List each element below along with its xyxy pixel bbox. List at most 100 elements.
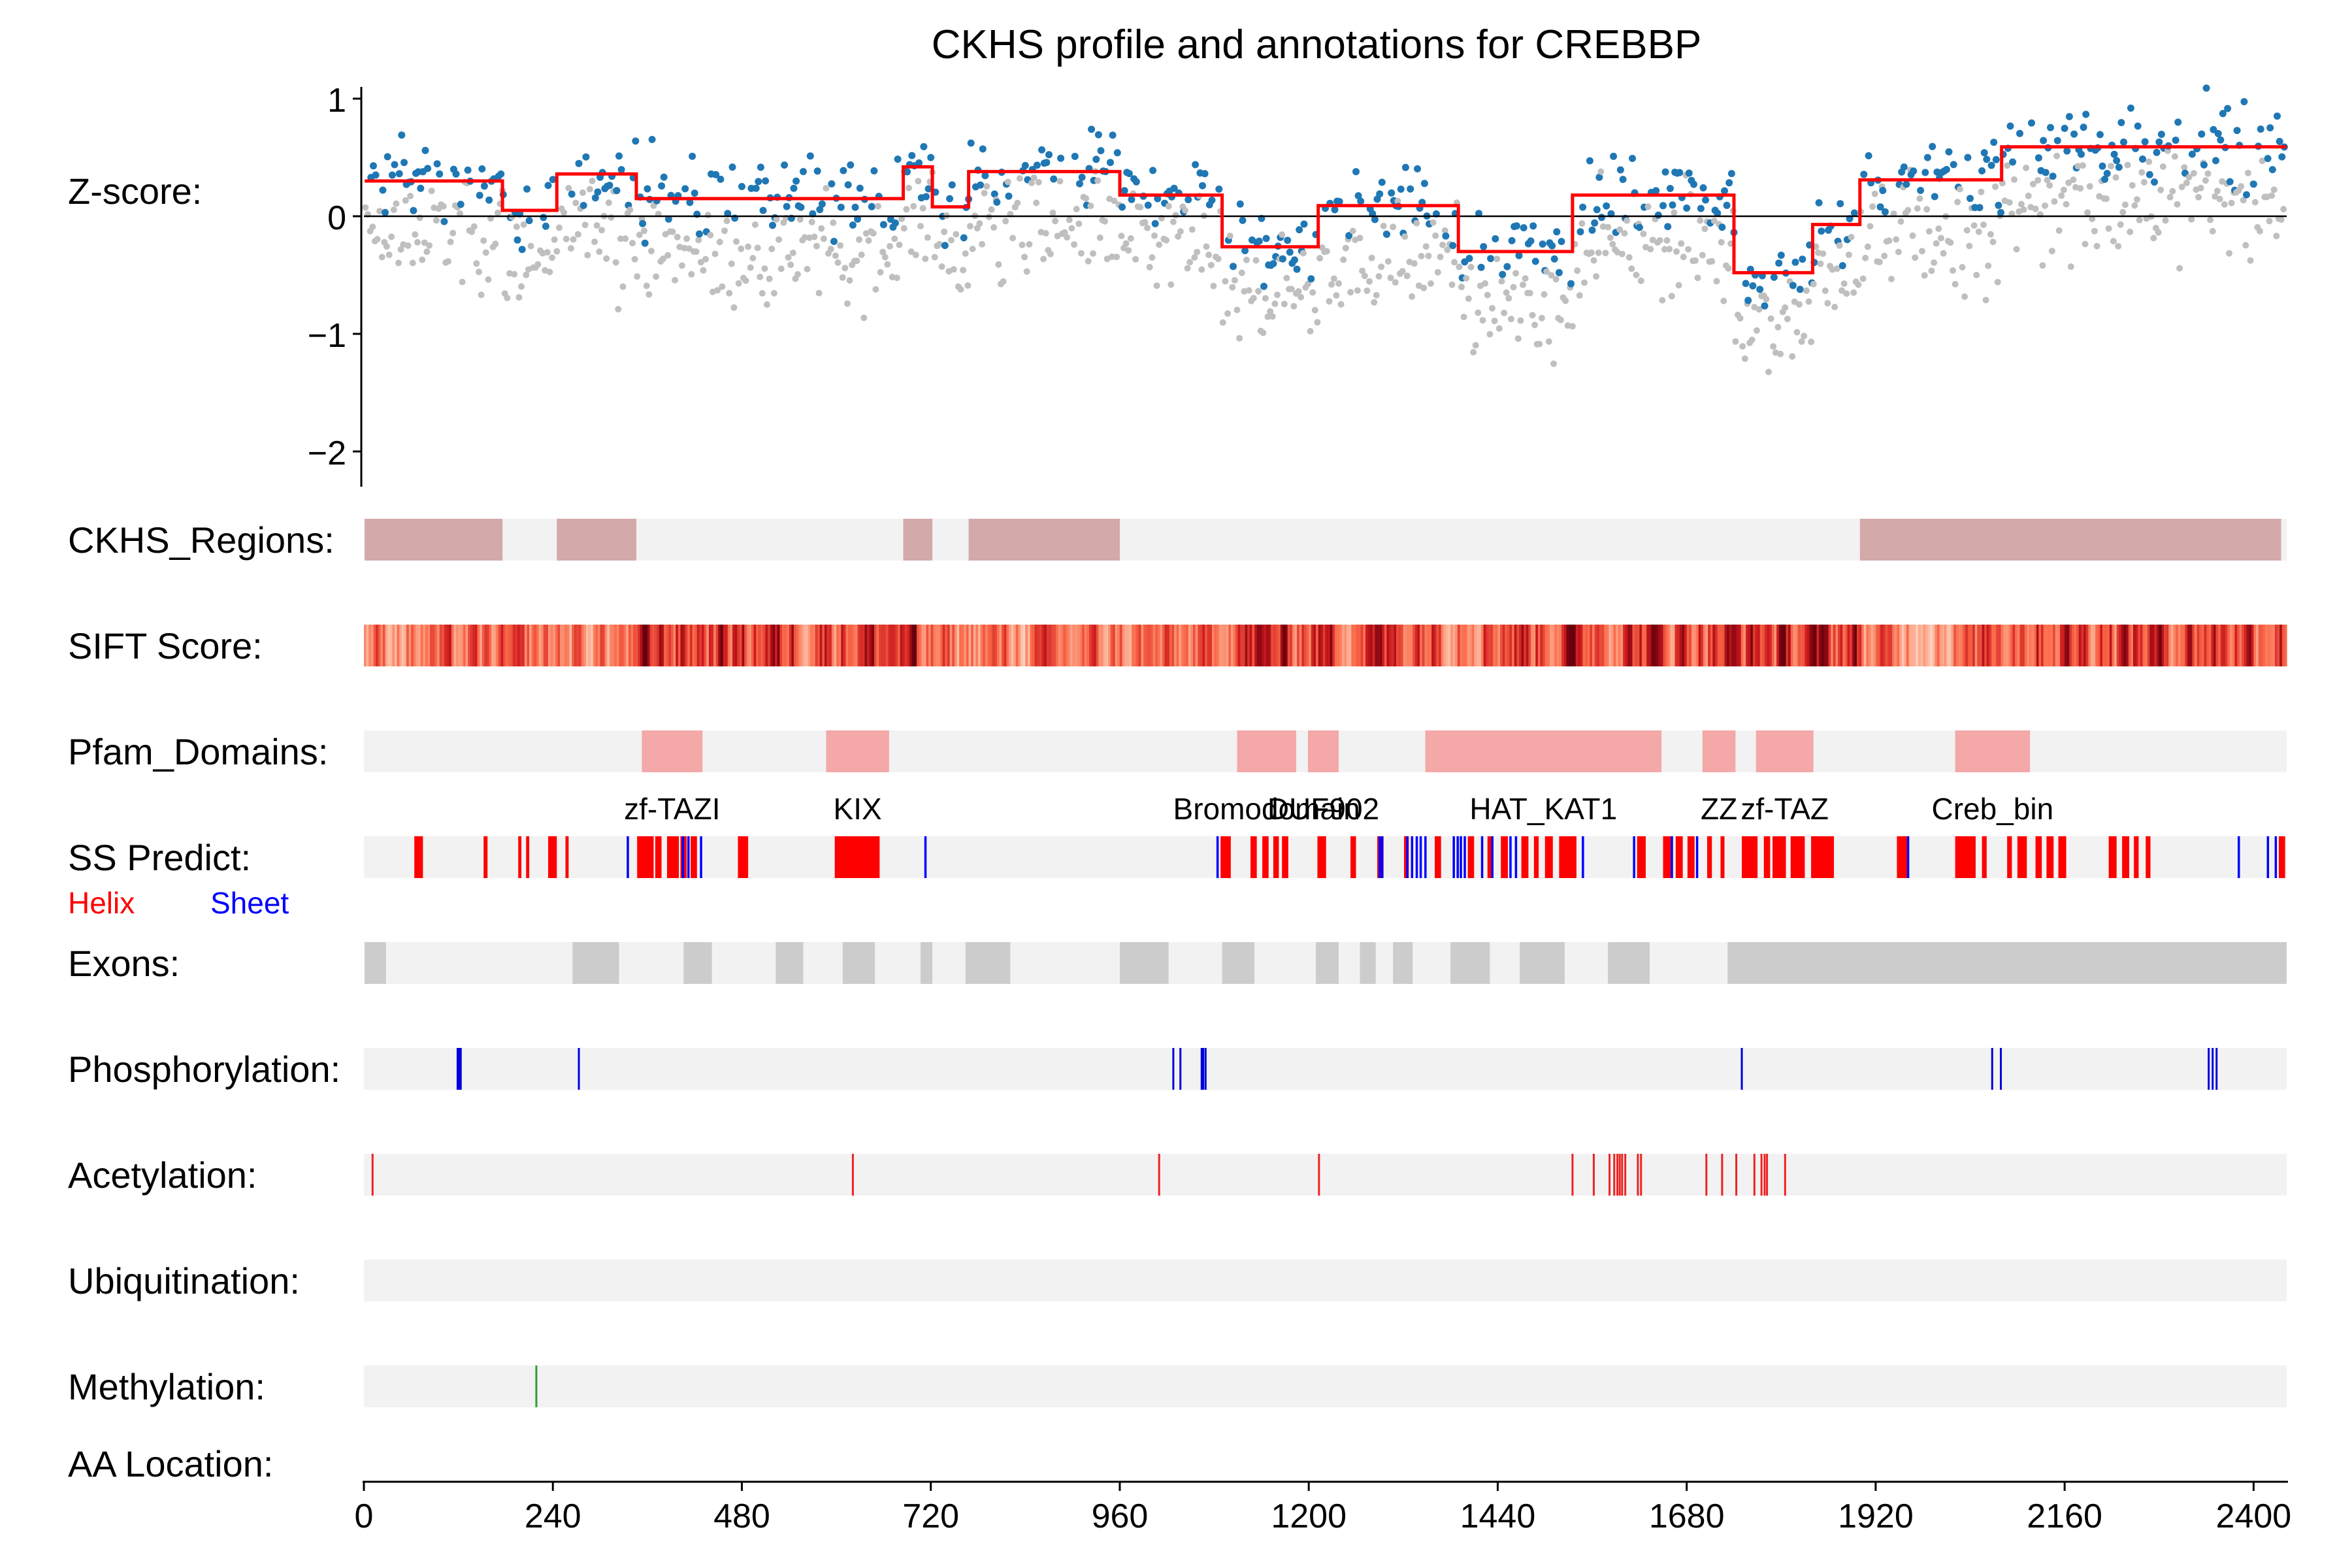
sift-cell [930,625,934,666]
sift-cell [796,625,799,666]
sift-cell [1065,625,1069,666]
primary-point [849,221,857,229]
secondary-point [2044,176,2051,184]
secondary-point [1040,255,1047,263]
secondary-point [468,228,476,235]
sift-cell [2062,625,2065,666]
sift-cell [1145,625,1149,666]
sift-cell [1873,625,1876,666]
sift-cell [1207,625,1210,666]
primary-point [2151,178,2158,186]
secondary-point [2013,246,2020,253]
sift-cell [2187,625,2191,666]
sheet-segment [1456,836,1459,878]
sift-cell [1840,625,1843,666]
sift-cell [1013,625,1017,666]
primary-point [641,239,649,247]
track-region [1316,942,1339,984]
sift-cell [560,625,563,666]
pfam-domain-label: Bromodomain [1173,792,1360,826]
sift-cell [2149,625,2153,666]
track-4: SS Predict: [68,836,2287,878]
primary-point [594,188,602,196]
primary-point [1629,155,1636,162]
sift-cell [2059,625,2063,666]
sift-cell [451,625,455,666]
secondary-point [1420,284,1428,291]
secondary-point [596,248,603,255]
sift-cell [1021,625,1024,666]
helix-segment [483,836,488,878]
secondary-point [896,241,903,248]
sift-cell [569,625,572,666]
sift-cell [1953,625,1957,666]
track-label: SIFT Score: [68,625,263,666]
secondary-point [1904,206,1912,214]
helix-segment [1742,836,1758,878]
sift-cell [1906,625,1910,666]
primary-point [398,131,406,139]
track-label: CKHS_Regions: [68,519,335,561]
secondary-point [555,224,563,231]
sift-cell [557,625,561,666]
sift-cell [1382,625,1385,666]
sift-cell [1037,625,1040,666]
sift-cell [1051,625,1054,666]
secondary-point [1982,297,1989,304]
secondary-point [1156,241,1163,248]
primary-point [1043,159,1051,167]
secondary-point [447,238,454,246]
sift-cell [2258,625,2261,666]
secondary-point [1673,248,1680,255]
secondary-point [1444,246,1451,253]
sift-cell [437,625,440,666]
sift-cell [810,625,813,666]
sift-cell [453,625,457,666]
secondary-point [580,189,586,196]
sift-cell [1117,625,1120,666]
primary-point [1603,202,1610,210]
secondary-point [1824,300,1831,307]
sift-cell [949,625,953,666]
secondary-point [1605,223,1612,231]
secondary-point [457,210,463,217]
sift-cell [1171,625,1175,666]
primary-point [967,139,975,147]
sift-cell [1658,625,1661,666]
sift-cell [954,625,958,666]
secondary-point [1748,336,1756,344]
ptm-site [1740,1048,1743,1090]
primary-point [847,161,855,169]
secondary-point [459,278,466,286]
sift-cell [1086,625,1090,666]
sift-cell [468,625,471,666]
secondary-point [1862,254,1869,261]
sift-cell [907,625,910,666]
sift-cell [1164,625,1168,666]
secondary-point [1710,218,1718,225]
secondary-point [2181,164,2188,171]
sift-cell [1951,625,1954,666]
secondary-point [2174,201,2181,208]
primary-point [1995,201,2002,209]
sift-cell [2249,625,2252,666]
secondary-point [917,223,924,230]
sift-cell [1911,625,1914,666]
sift-cell [836,625,840,666]
secondary-point [1987,231,1994,238]
primary-point [1635,223,1643,231]
secondary-point [1931,259,1938,266]
sift-cell [493,625,497,666]
sift-cell [597,625,601,666]
primary-point [1789,282,1797,289]
sift-cell [1341,625,1345,666]
primary-point [946,195,954,203]
sift-cell [1693,625,1697,666]
secondary-point [2134,196,2140,203]
secondary-point [1557,316,1564,323]
sift-cell [505,625,509,666]
sift-cell [1287,625,1290,666]
secondary-point [1153,282,1160,289]
sift-cell [1918,625,1921,666]
secondary-point [2171,153,2178,160]
